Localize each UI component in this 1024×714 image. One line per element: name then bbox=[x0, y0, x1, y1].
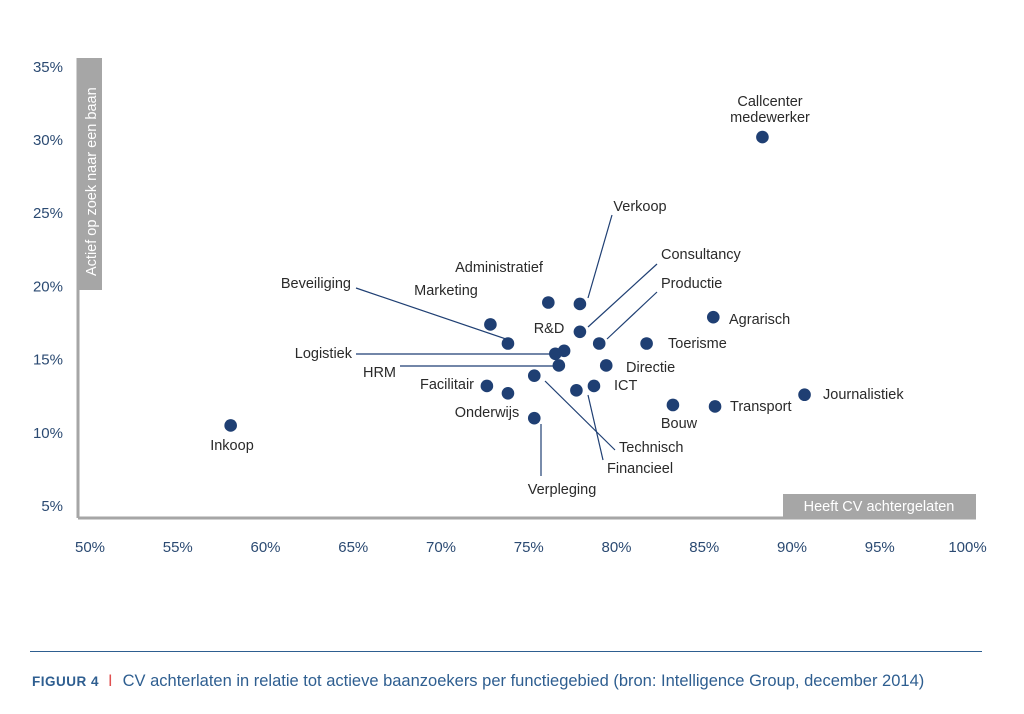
point-label-bouw: Bouw bbox=[661, 416, 698, 432]
point-label-productie: Productie bbox=[661, 276, 722, 292]
point-technisch bbox=[527, 369, 541, 383]
axis-ticks: 5% 10% 15% 20% 25% 30% 35% 50% 55% 60% 65% 70% 75% 80… bbox=[33, 59, 987, 556]
point-directie bbox=[599, 359, 613, 372]
point-label-technisch: Technisch bbox=[619, 440, 683, 456]
point-label-directie: Directie bbox=[626, 360, 675, 376]
caption-figure-number: FIGUUR 4 bbox=[32, 674, 100, 689]
x-tick-label: 50% bbox=[75, 539, 105, 556]
y-tick-label: 25% bbox=[33, 205, 63, 222]
point-label-randd: R&D bbox=[534, 321, 565, 337]
x-tick-label: 90% bbox=[777, 539, 807, 556]
point-toerisme bbox=[640, 337, 653, 350]
point-marketing bbox=[484, 318, 497, 331]
point-label-transport: Transport bbox=[730, 399, 792, 415]
point-ict bbox=[587, 379, 601, 393]
y-axis-label-box bbox=[78, 58, 102, 290]
point-label-verkoop: Verkoop bbox=[613, 199, 666, 215]
point-label-facilitair: Facilitair bbox=[420, 377, 474, 393]
x-tick-label: 55% bbox=[163, 539, 193, 556]
x-tick-label: 65% bbox=[338, 539, 368, 556]
scatter-chart: Actief op zoek naar een baan Heeft CV ac… bbox=[33, 58, 987, 556]
y-tick-label: 15% bbox=[33, 352, 63, 369]
x-tick-label: 80% bbox=[601, 539, 631, 556]
point-verpleging bbox=[527, 411, 541, 425]
point-financieel bbox=[570, 384, 583, 397]
leader-financieel bbox=[587, 394, 604, 461]
leader-verkoop bbox=[587, 214, 613, 299]
point-agrarisch bbox=[706, 310, 720, 324]
caption-separator: I bbox=[108, 672, 113, 690]
point-logistiek bbox=[549, 347, 562, 361]
point-label-administratief: Administratief bbox=[455, 260, 544, 276]
figure-caption: FIGUUR 4 I CV achterlaten in relatie tot a… bbox=[32, 672, 992, 691]
point-label-ict: ICT bbox=[614, 378, 638, 394]
caption-text: CV achterlaten in relatie tot actieve ba… bbox=[122, 672, 925, 690]
y-tick-label: 35% bbox=[33, 59, 63, 76]
x-tick-label: 95% bbox=[865, 539, 895, 556]
point-onderwijs bbox=[501, 386, 515, 400]
point-label-beveiliging: Beveiliging bbox=[281, 276, 351, 292]
point-label-inkoop: Inkoop bbox=[210, 438, 254, 454]
y-tick-label: 5% bbox=[41, 498, 63, 515]
y-tick-label: 10% bbox=[33, 425, 63, 442]
data-points bbox=[224, 130, 811, 432]
point-callcenter-medewerker bbox=[756, 130, 769, 144]
x-tick-label: 85% bbox=[689, 539, 719, 556]
point-label-verpleging: Verpleging bbox=[528, 482, 597, 498]
x-axis-label-box bbox=[783, 494, 976, 518]
y-tick-label: 30% bbox=[33, 132, 63, 149]
point-hrm bbox=[552, 359, 566, 372]
leader-lines bbox=[355, 214, 658, 476]
leader-consultancy bbox=[587, 263, 658, 328]
point-label-hrm: HRM bbox=[363, 365, 396, 381]
point-label-financieel: Financieel bbox=[607, 461, 673, 477]
point-label-journalistiek: Journalistiek bbox=[823, 387, 904, 403]
point-labels: Callcenter medewerker Verkoop Consultancy Pr… bbox=[210, 94, 904, 498]
leader-beveiliging bbox=[355, 287, 510, 341]
point-label-agrarisch: Agrarisch bbox=[729, 312, 790, 328]
point-productie bbox=[592, 337, 606, 350]
point-administratief bbox=[542, 296, 555, 309]
caption-rule bbox=[30, 651, 982, 652]
x-tick-label: 60% bbox=[250, 539, 280, 556]
point-label-marketing: Marketing bbox=[414, 283, 478, 299]
x-tick-label: 75% bbox=[514, 539, 544, 556]
point-label-toerisme: Toerisme bbox=[668, 336, 727, 352]
point-consultancy bbox=[573, 325, 587, 339]
point-bouw bbox=[666, 398, 680, 412]
point-label-onderwijs: Onderwijs bbox=[455, 405, 519, 421]
x-axis-label: Heeft CV achtergelaten bbox=[804, 499, 955, 515]
point-beveiliging bbox=[501, 337, 515, 350]
point-verkoop bbox=[573, 297, 587, 311]
x-tick-label: 70% bbox=[426, 539, 456, 556]
point-label-callcenter-medewerker: Callcenter medewerker bbox=[730, 94, 810, 126]
point-journalistiek bbox=[798, 388, 811, 402]
point-transport bbox=[708, 400, 722, 413]
y-tick-label: 20% bbox=[33, 278, 63, 295]
point-facilitair bbox=[480, 379, 494, 393]
y-axis-label: Actief op zoek naar een baan bbox=[84, 87, 100, 276]
leader-productie bbox=[606, 291, 658, 340]
point-label-consultancy: Consultancy bbox=[661, 247, 742, 263]
point-label-logistiek: Logistiek bbox=[295, 346, 353, 362]
x-tick-label: 100% bbox=[948, 539, 986, 556]
leader-technisch bbox=[544, 380, 616, 451]
point-inkoop bbox=[224, 419, 237, 432]
